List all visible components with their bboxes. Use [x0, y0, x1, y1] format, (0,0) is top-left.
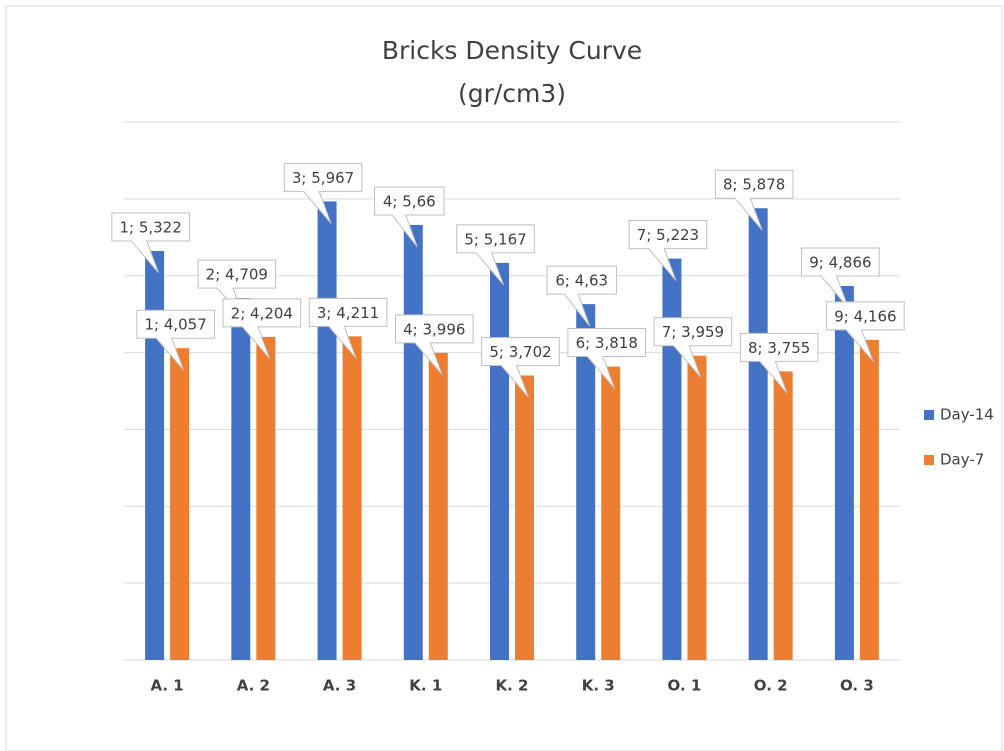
data-label: 3; 4,211	[317, 304, 379, 322]
data-label-callout	[308, 297, 388, 359]
bar	[490, 262, 509, 660]
data-label-callout	[826, 301, 905, 363]
x-tick-label: O. 1	[668, 677, 702, 695]
data-label: 1; 4,057	[144, 316, 206, 334]
x-tick-label: O. 2	[754, 677, 788, 695]
data-label-callout	[374, 186, 445, 248]
bar	[256, 336, 276, 660]
data-label-callout	[456, 224, 535, 286]
bar	[576, 304, 596, 660]
data-label: 9; 4,166	[834, 307, 896, 325]
bar	[428, 352, 448, 660]
bar	[834, 286, 854, 660]
bar	[403, 224, 423, 660]
data-label-callout	[546, 265, 617, 327]
bar	[342, 336, 362, 660]
legend-swatch	[924, 455, 934, 465]
data-label-callout	[653, 317, 733, 379]
data-label-callout	[567, 328, 647, 389]
data-label-callout	[628, 220, 708, 281]
x-tick-label: K. 2	[496, 677, 529, 695]
data-label: 5; 3,702	[489, 343, 551, 361]
legend-swatch	[924, 410, 934, 420]
bar	[515, 375, 534, 660]
legend-label: Day-14	[940, 406, 994, 424]
x-tick-label: A. 2	[237, 677, 270, 695]
bar	[859, 339, 879, 660]
data-label: 7; 3,959	[662, 323, 724, 341]
x-tick-label: A. 1	[150, 677, 183, 695]
data-label-callout	[111, 212, 190, 274]
data-label: 6; 4,63	[555, 272, 608, 290]
data-label-callout	[801, 247, 880, 309]
data-label: 8; 5,878	[723, 176, 785, 194]
data-label-callout	[222, 298, 302, 360]
data-label: 2; 4,204	[231, 304, 293, 322]
bar	[748, 208, 768, 661]
data-label-callout	[394, 314, 474, 376]
bar	[317, 201, 337, 660]
data-label: 4; 3,996	[403, 320, 465, 338]
data-label: 5; 5,167	[464, 230, 526, 248]
bar	[145, 250, 165, 660]
data-label: 7; 5,223	[637, 226, 699, 244]
bar	[687, 355, 707, 660]
data-label: 4; 5,66	[383, 192, 436, 210]
data-label-callout	[481, 336, 560, 398]
bar	[773, 371, 793, 660]
data-label: 2; 4,709	[206, 266, 268, 284]
data-label: 3; 5,967	[292, 169, 354, 187]
data-label: 8; 3,755	[748, 339, 810, 357]
data-label: 1; 5,322	[119, 218, 181, 236]
bar	[170, 348, 190, 660]
chart-subtitle: (gr/cm3)	[458, 79, 566, 108]
chart-title: Bricks Density Curve	[382, 36, 642, 65]
bar	[231, 298, 251, 660]
data-label: 6; 3,818	[576, 334, 638, 352]
x-tick-label: O. 3	[840, 677, 874, 695]
x-tick-label: K. 1	[409, 677, 442, 695]
bar	[662, 258, 682, 660]
data-label: 9; 4,866	[809, 254, 871, 272]
x-tick-label: A. 3	[323, 677, 356, 695]
data-label-callout	[739, 332, 819, 394]
data-label-callout	[283, 162, 363, 224]
data-label-callout	[714, 169, 794, 231]
legend-label: Day-7	[940, 451, 984, 469]
x-tick-label: K. 3	[582, 677, 615, 695]
data-label-callout	[136, 309, 215, 371]
bar	[601, 366, 621, 660]
